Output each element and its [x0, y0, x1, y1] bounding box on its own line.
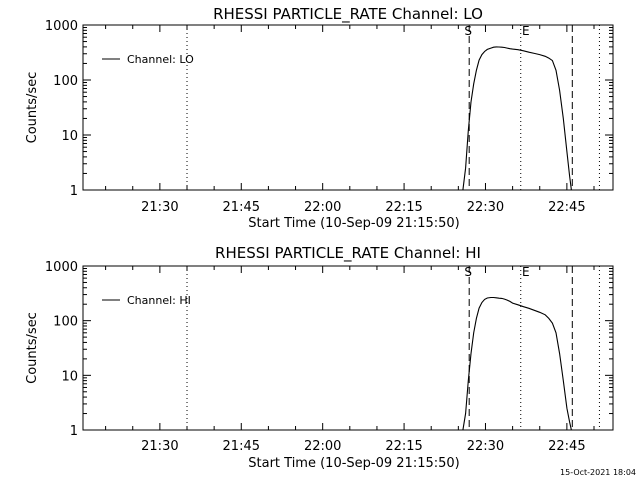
y-axis-label: Counts/sec: [25, 312, 40, 384]
y-tick-label: 1000: [45, 19, 78, 34]
x-tick-label: 22:30: [467, 200, 504, 215]
x-tick-label: 22:00: [304, 200, 341, 215]
x-tick-label: 22:00: [304, 439, 341, 454]
x-tick-label: 22:15: [385, 200, 422, 215]
y-tick-label: 10: [61, 129, 78, 144]
x-tick-label: 21:30: [141, 439, 178, 454]
legend-entry: Channel: LO: [127, 53, 194, 66]
marker-label-e: E: [522, 265, 530, 279]
y-tick-label: 1: [70, 424, 78, 439]
chart-title: RHESSI PARTICLE_RATE Channel: HI: [215, 244, 481, 263]
marker-label-s: S: [464, 265, 472, 279]
marker-label-s: S: [464, 24, 472, 38]
x-tick-label: 21:45: [223, 200, 260, 215]
y-tick-label: 100: [53, 74, 78, 89]
x-tick-label: 22:45: [548, 200, 585, 215]
series-line: [462, 296, 572, 431]
x-tick-label: 22:15: [385, 439, 422, 454]
y-tick-label: 100: [53, 315, 78, 330]
y-axis-label: Counts/sec: [25, 72, 40, 144]
x-axis-label: Start Time (10-Sep-09 21:15:50): [248, 216, 459, 231]
footer-timestamp: 15-Oct-2021 18:04: [560, 468, 636, 477]
x-tick-label: 22:45: [548, 439, 585, 454]
y-tick-label: 1: [70, 184, 78, 199]
x-axis-label: Start Time (10-Sep-09 21:15:50): [248, 456, 459, 471]
y-tick-label: 1000: [45, 260, 78, 275]
panel-hi: RHESSI PARTICLE_RATE Channel: HI 21:30 21:…: [25, 244, 614, 471]
chart-title: RHESSI PARTICLE_RATE Channel: LO: [213, 5, 483, 24]
series-line: [462, 46, 572, 191]
plot-frame: [82, 24, 614, 191]
legend-entry: Channel: HI: [127, 294, 191, 307]
x-tick-label: 21:30: [141, 200, 178, 215]
plot-frame: [82, 265, 614, 431]
y-tick-label: 10: [61, 369, 78, 384]
panel-lo: RHESSI PARTICLE_RATE Channel: LO 21:30 21:…: [25, 5, 614, 231]
x-tick-label: 22:30: [467, 439, 504, 454]
marker-label-e: E: [522, 24, 530, 38]
x-tick-label: 21:45: [223, 439, 260, 454]
